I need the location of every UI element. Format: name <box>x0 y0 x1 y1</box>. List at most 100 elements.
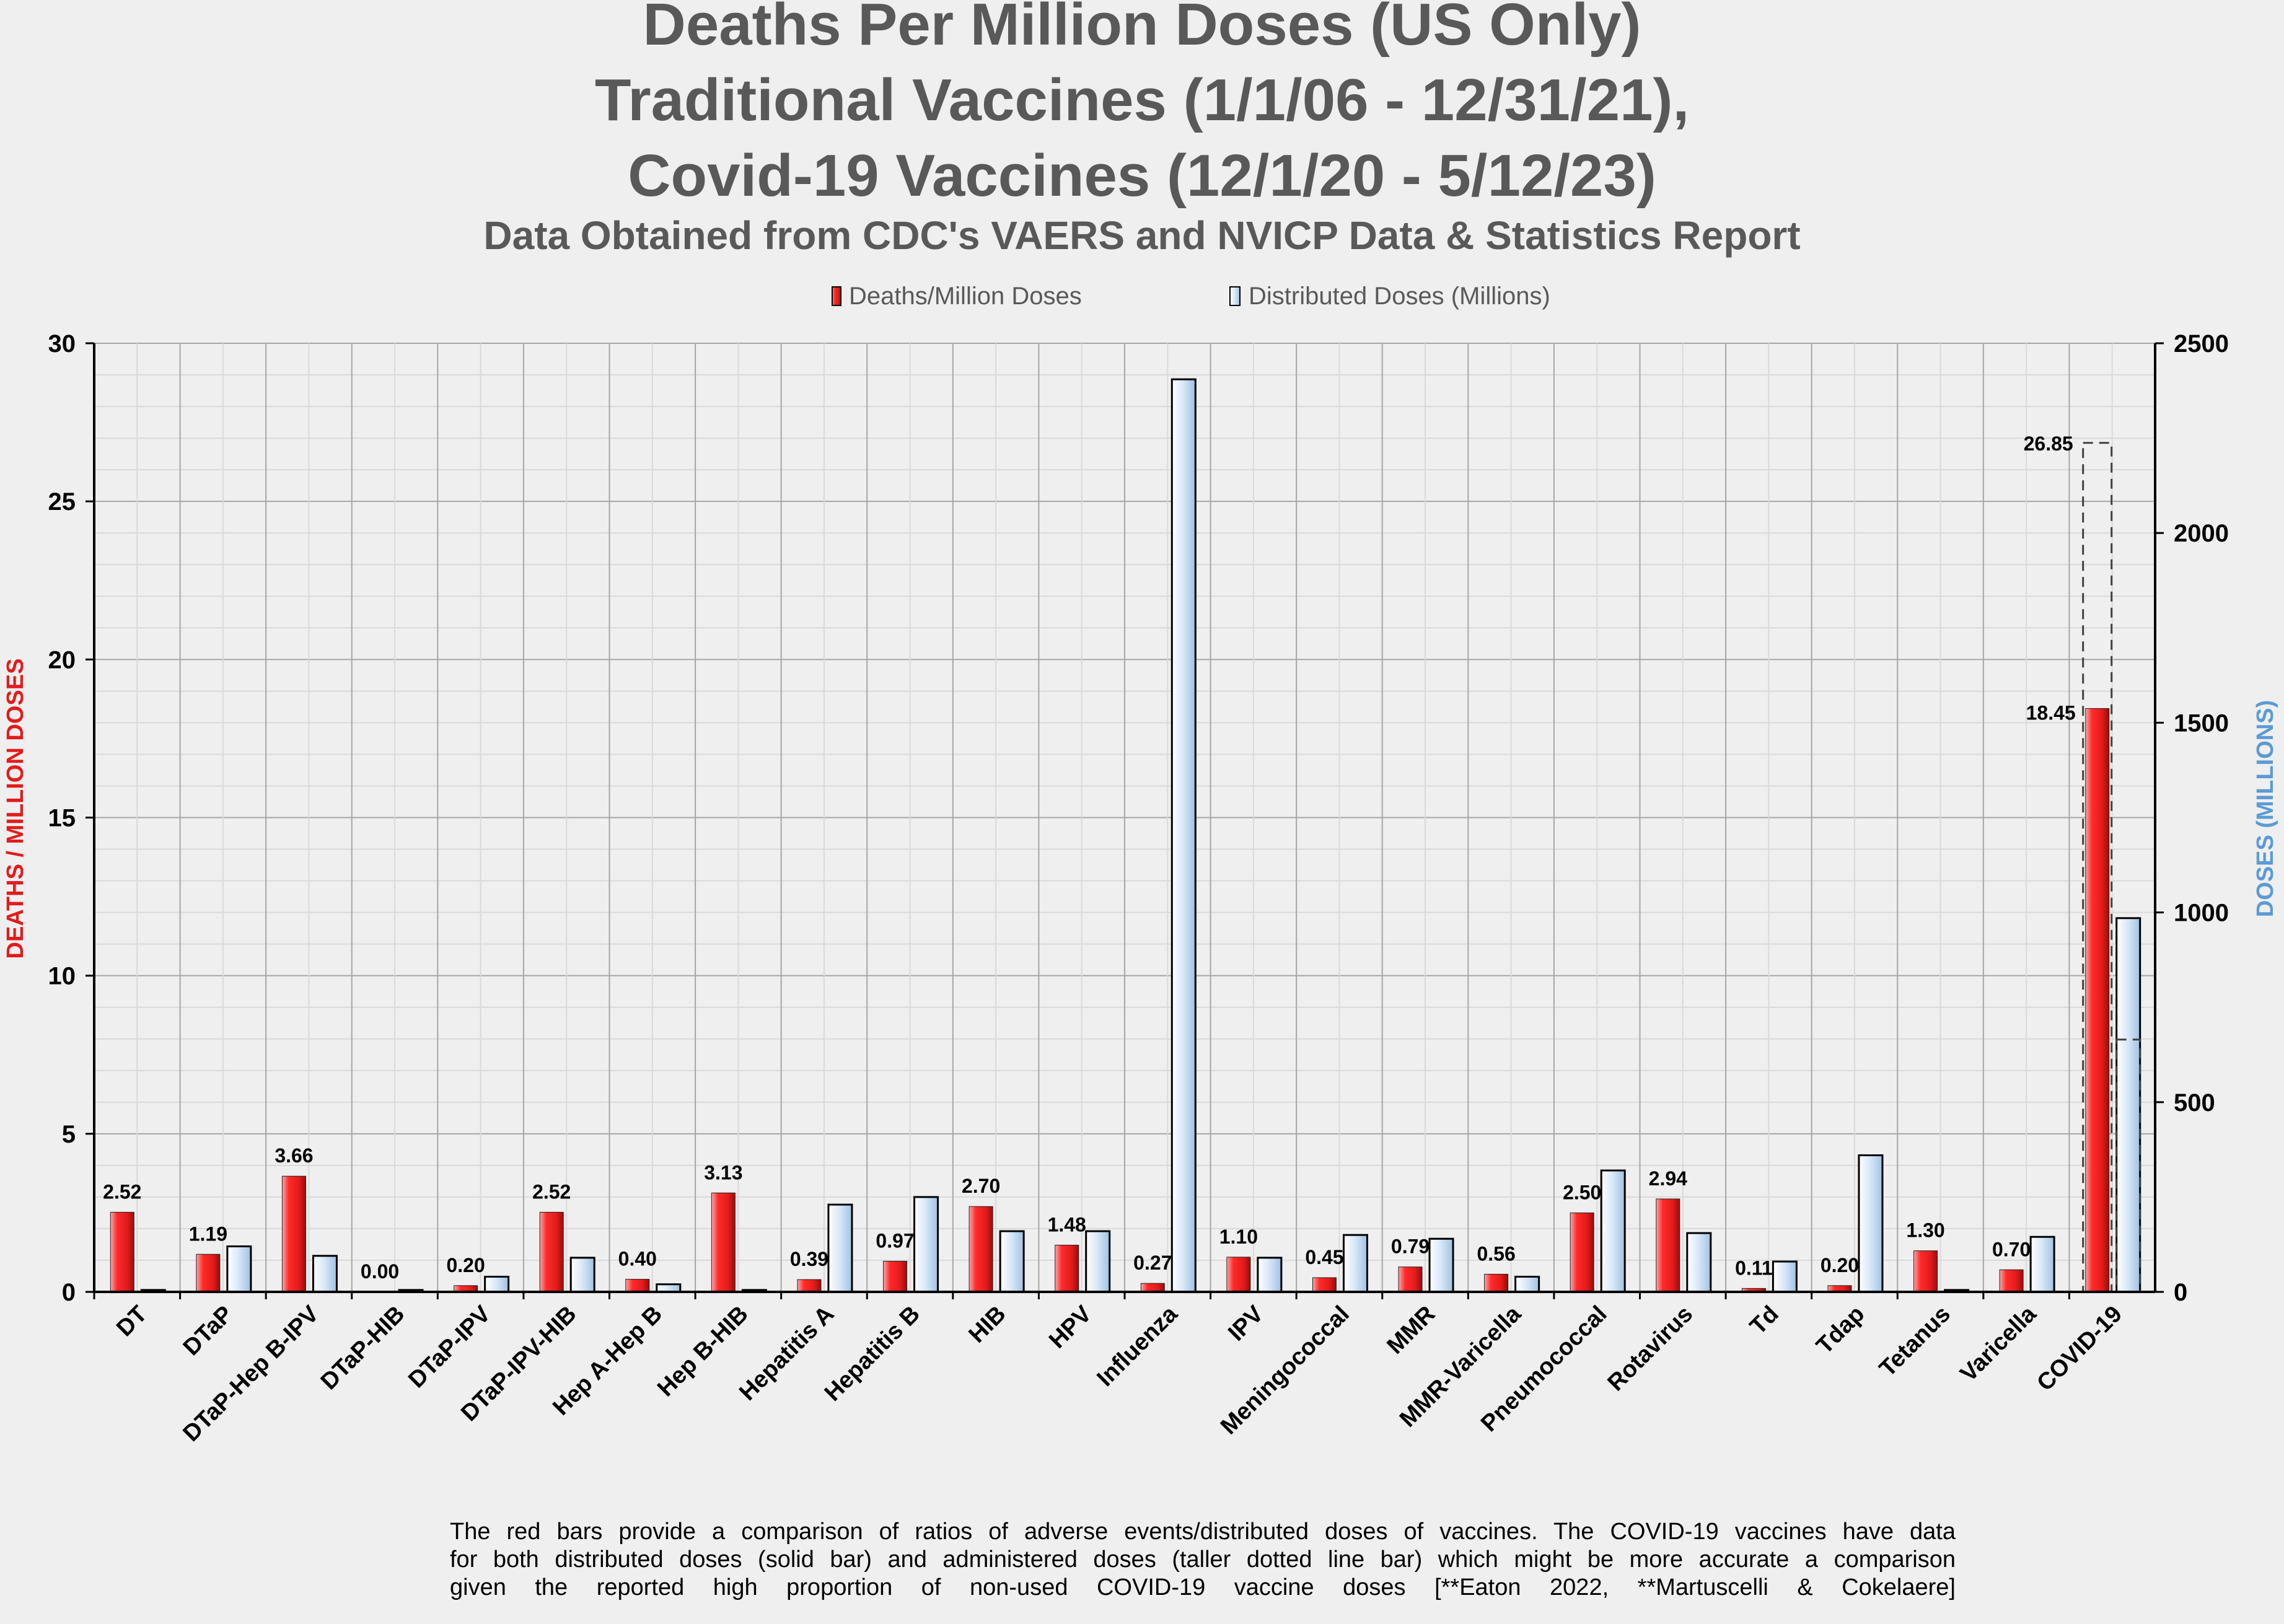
x-tick-label: DT <box>112 1301 152 1342</box>
chart-title-line-1: Deaths Per Million Doses (US Only) <box>643 0 1641 58</box>
bar-distributed-doses <box>226 1245 252 1293</box>
data-label-deaths: 2.52 <box>103 1180 141 1203</box>
bar-deaths-per-million <box>1055 1244 1079 1293</box>
legend-swatch-deaths <box>832 286 841 306</box>
bar-distributed-doses <box>2029 1236 2055 1293</box>
bar-distributed-doses <box>1171 378 1197 1293</box>
bar-distributed-doses <box>312 1255 338 1293</box>
bar-distributed-doses <box>2115 917 2141 1293</box>
footnote-line-1: The red bars provide a comparison of rat… <box>450 1519 1956 1545</box>
bar-distributed-doses <box>1600 1169 1626 1293</box>
bar-deaths-per-million <box>1226 1257 1251 1293</box>
x-tick-label: DTaP-HIB <box>316 1301 410 1395</box>
x-tick-label: DTaP-IPV <box>403 1301 496 1393</box>
bar-deaths-per-million <box>1656 1198 1680 1293</box>
bar-distributed-doses <box>569 1257 595 1293</box>
bar-distributed-doses <box>1686 1232 1712 1293</box>
bar-doses-administered-dashed <box>2115 1038 2141 1293</box>
y-tick-label-left: 5 <box>62 1121 76 1148</box>
bar-deaths-per-million <box>1999 1269 2024 1293</box>
data-label-deaths: 0.97 <box>876 1229 914 1252</box>
bar-deaths-per-million <box>110 1211 134 1293</box>
x-tick-label: MMR <box>1382 1301 1441 1359</box>
bar-distributed-doses <box>999 1230 1025 1293</box>
bar-deaths-per-million <box>1570 1212 1594 1293</box>
bar-deaths-per-million <box>1398 1266 1423 1293</box>
data-label-deaths: 3.66 <box>275 1144 313 1167</box>
data-label-deaths: 3.13 <box>704 1161 742 1183</box>
data-label-deaths: 0.40 <box>618 1248 657 1270</box>
y-tick-label-left: 15 <box>48 805 76 832</box>
data-label-deaths: 0.11 <box>1735 1257 1773 1279</box>
data-label-deaths: 0.79 <box>1391 1236 1430 1258</box>
legend-swatch-doses <box>1229 286 1241 306</box>
y-tick-label-left: 25 <box>48 488 76 516</box>
footnote: The red bars provide a comparison of rat… <box>450 1518 1956 1602</box>
chart-subtitle: Data Obtained from CDC's VAERS and NVICP… <box>483 213 1800 258</box>
y-axis-title-left: DEATHS / MILLION DOSES <box>2 659 29 959</box>
legend: Deaths/Million Doses Distributed Doses (… <box>832 283 1550 310</box>
bar-deaths-per-million <box>1484 1273 1509 1293</box>
data-label-deaths: 0.39 <box>790 1248 828 1270</box>
data-label-deaths: 2.52 <box>532 1180 571 1203</box>
data-label-deaths: 2.50 <box>1563 1181 1601 1203</box>
data-label-deaths: 1.10 <box>1219 1226 1258 1248</box>
y-tick-label-left: 30 <box>48 330 76 358</box>
bar-deaths-per-million <box>196 1253 221 1293</box>
bar-distributed-doses <box>1257 1257 1283 1293</box>
footnote-line-2: for both distributed doses (solid bar) a… <box>450 1547 1956 1573</box>
data-label-deaths: 0.20 <box>1821 1254 1859 1276</box>
chart-title-line-2: Traditional Vaccines (1/1/06 - 12/31/21)… <box>595 67 1689 133</box>
bar-distributed-doses <box>1858 1154 1884 1293</box>
data-label-deaths: 0.27 <box>1133 1252 1172 1274</box>
x-tick-label: HPV <box>1044 1301 1097 1353</box>
data-label-deaths: 1.19 <box>189 1222 227 1245</box>
data-label-deaths: 0.20 <box>446 1254 485 1276</box>
data-label-deaths: 2.70 <box>962 1175 1000 1197</box>
chart-title-line-3: Covid-19 Vaccines (12/1/20 - 5/12/23) <box>628 143 1656 209</box>
bar-deaths-per-million <box>1913 1250 1938 1293</box>
data-label-deaths: 1.48 <box>1048 1213 1086 1236</box>
x-tick-label: Rotavirus <box>1603 1301 1698 1397</box>
y-tick-label-right: 1000 <box>2174 900 2229 927</box>
bar-deaths-per-million <box>539 1211 564 1293</box>
y-tick-label-right: 0 <box>2174 1279 2187 1306</box>
bar-distributed-doses <box>1772 1260 1798 1293</box>
y-tick-label-right: 2000 <box>2174 520 2229 547</box>
bar-distributed-doses <box>1085 1230 1111 1293</box>
bar-distributed-doses <box>484 1276 510 1293</box>
y-tick-label-left: 10 <box>48 963 76 990</box>
bar-deaths-per-million <box>711 1192 736 1293</box>
data-label-deaths-administered: 26.85 <box>2024 432 2073 455</box>
x-tick-label: Tdap <box>1811 1301 1869 1359</box>
y-tick-label-right: 1500 <box>2174 709 2229 737</box>
data-label-deaths: 0.45 <box>1305 1246 1343 1268</box>
y-axis-title-right: DOSES (MILLIONS) <box>2252 700 2278 917</box>
plot-area: 2.52 1.19 3.66 0.00 0.20 2.52 0.40 3.13 0.39 0.97… <box>48 330 2229 1447</box>
y-tick-label-right: 500 <box>2174 1089 2215 1117</box>
y-tick-label-left: 20 <box>48 646 76 674</box>
data-label-deaths: 1.30 <box>1906 1219 1944 1242</box>
x-tick-label: Varicella <box>1956 1301 2042 1387</box>
bar-distributed-doses <box>1514 1276 1540 1293</box>
bar-deaths-per-million <box>1140 1283 1165 1293</box>
x-tick-label: HIB <box>964 1301 1011 1348</box>
bar-deaths-per-million <box>1312 1277 1337 1293</box>
data-label-deaths: 2.94 <box>1649 1167 1687 1190</box>
legend-label-deaths: Deaths/Million Doses <box>849 283 1082 310</box>
x-tick-label: Td <box>1745 1301 1784 1340</box>
bar-distributed-doses <box>1342 1234 1368 1293</box>
legend-label-doses: Distributed Doses (Millions) <box>1249 283 1550 310</box>
y-tick-label-left: 0 <box>62 1279 76 1306</box>
y-tick-label-right: 2500 <box>2174 330 2229 358</box>
data-label-deaths: 0.70 <box>1992 1238 2031 1260</box>
footnote-line-3: given the reported high proportion of no… <box>450 1574 1956 1600</box>
bar-distributed-doses <box>913 1196 939 1293</box>
bar-deaths-per-million <box>625 1279 650 1293</box>
x-tick-label: IPV <box>1223 1301 1268 1346</box>
x-tick-label: DTaP <box>178 1301 238 1361</box>
data-label-deaths: 0.56 <box>1477 1242 1515 1265</box>
x-tick-label: Tetanus <box>1874 1301 1956 1382</box>
